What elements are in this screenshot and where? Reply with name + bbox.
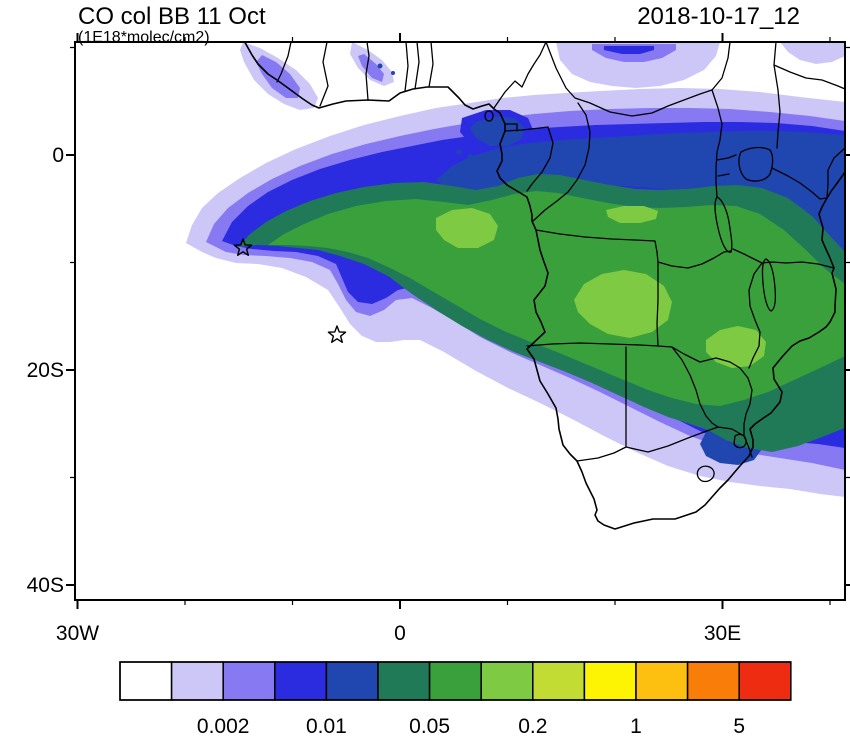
lake-victoria: [738, 146, 774, 182]
colorbar-cell-10: [635, 661, 689, 701]
colorbar-label-2: 0.05: [409, 715, 450, 738]
colorbar-cell-1: [170, 661, 224, 701]
star-marker-1: [233, 238, 253, 256]
colorbar-label-0: 0.002: [197, 715, 250, 738]
contour-lightgreen-patch-2: [436, 208, 498, 248]
x-tick-label-0: 0: [394, 622, 406, 645]
contour-lightgreen-patch-1: [574, 270, 672, 338]
central-africa-borders: [504, 42, 731, 222]
contour-field: [186, 42, 845, 497]
x-tick-label-30e: 30E: [704, 622, 741, 645]
figure-title: CO col BB 11 Oct: [78, 3, 266, 30]
colorbar-label-5: 5: [733, 715, 745, 738]
contour-midgreen-main: [268, 191, 845, 406]
contour-lavender-topright-patch: [556, 42, 720, 88]
contour-darkblue-speck-1: [377, 63, 383, 69]
contour-purple-ghana-patch: [358, 54, 384, 82]
contour-lightgreen-patch-3: [706, 326, 766, 368]
colorbar-label-1: 0.01: [306, 715, 347, 738]
colorbar-cell-5: [377, 661, 431, 701]
lake-tanganyika: [714, 196, 733, 253]
colorbar-cell-4: [325, 661, 379, 701]
contour-darkblue-speck-3: [456, 149, 462, 155]
x-tick-label-30w: 30W: [56, 622, 99, 645]
contour-blue-topright-patch: [604, 46, 654, 54]
y-tick-label-20s: 20S: [27, 359, 64, 382]
geography: [243, 42, 845, 530]
colorbar-label-3: 0.2: [518, 715, 547, 738]
colorbar: 0.002 0.01 0.05 0.2 1 5: [119, 661, 792, 738]
southern-africa-borders: [526, 229, 753, 462]
africa-coastline: [243, 42, 845, 530]
contour-purple-guinea-patch: [256, 55, 300, 98]
colorbar-cell-12: [738, 661, 792, 701]
y-tick-label-0: 0: [52, 144, 64, 167]
figure-units: (1E18*molec/cm2): [78, 29, 210, 46]
colorbar-cell-9: [583, 661, 637, 701]
colorbar-cell-7: [480, 661, 534, 701]
contour-darkblue-north-band: [436, 131, 845, 262]
west-africa-borders: [276, 42, 434, 107]
map-frame: [74, 41, 846, 601]
eswatini-border: [733, 433, 747, 449]
contour-darkblue-speck-4: [468, 154, 472, 158]
figure-date: 2018-10-17_12: [637, 3, 800, 30]
colorbar-outline: [119, 661, 792, 701]
bioko-island: [484, 110, 494, 122]
nigeria-cameroon-border: [493, 42, 547, 109]
lake-malawi: [761, 258, 777, 312]
colorbar-cell-6: [428, 661, 482, 701]
axis-ticks-minor: [70, 37, 850, 605]
contour-darkblue-speck-2: [391, 71, 395, 75]
colorbar-cell-0: [119, 661, 173, 701]
contour-lightgreen-patch-4: [606, 206, 658, 223]
colorbar-cell-11: [686, 661, 740, 701]
colorbar-cell-2: [222, 661, 276, 701]
contour-lavender-corner-patch: [780, 42, 845, 64]
colorbar-cell-8: [532, 661, 586, 701]
y-tick-label-40s: 40S: [27, 574, 64, 597]
colorbar-label-4: 1: [630, 715, 642, 738]
star-marker-2: [327, 325, 347, 343]
colorbar-cell-3: [274, 661, 328, 701]
lesotho-border: [696, 465, 715, 483]
east-africa-borders: [711, 42, 845, 369]
